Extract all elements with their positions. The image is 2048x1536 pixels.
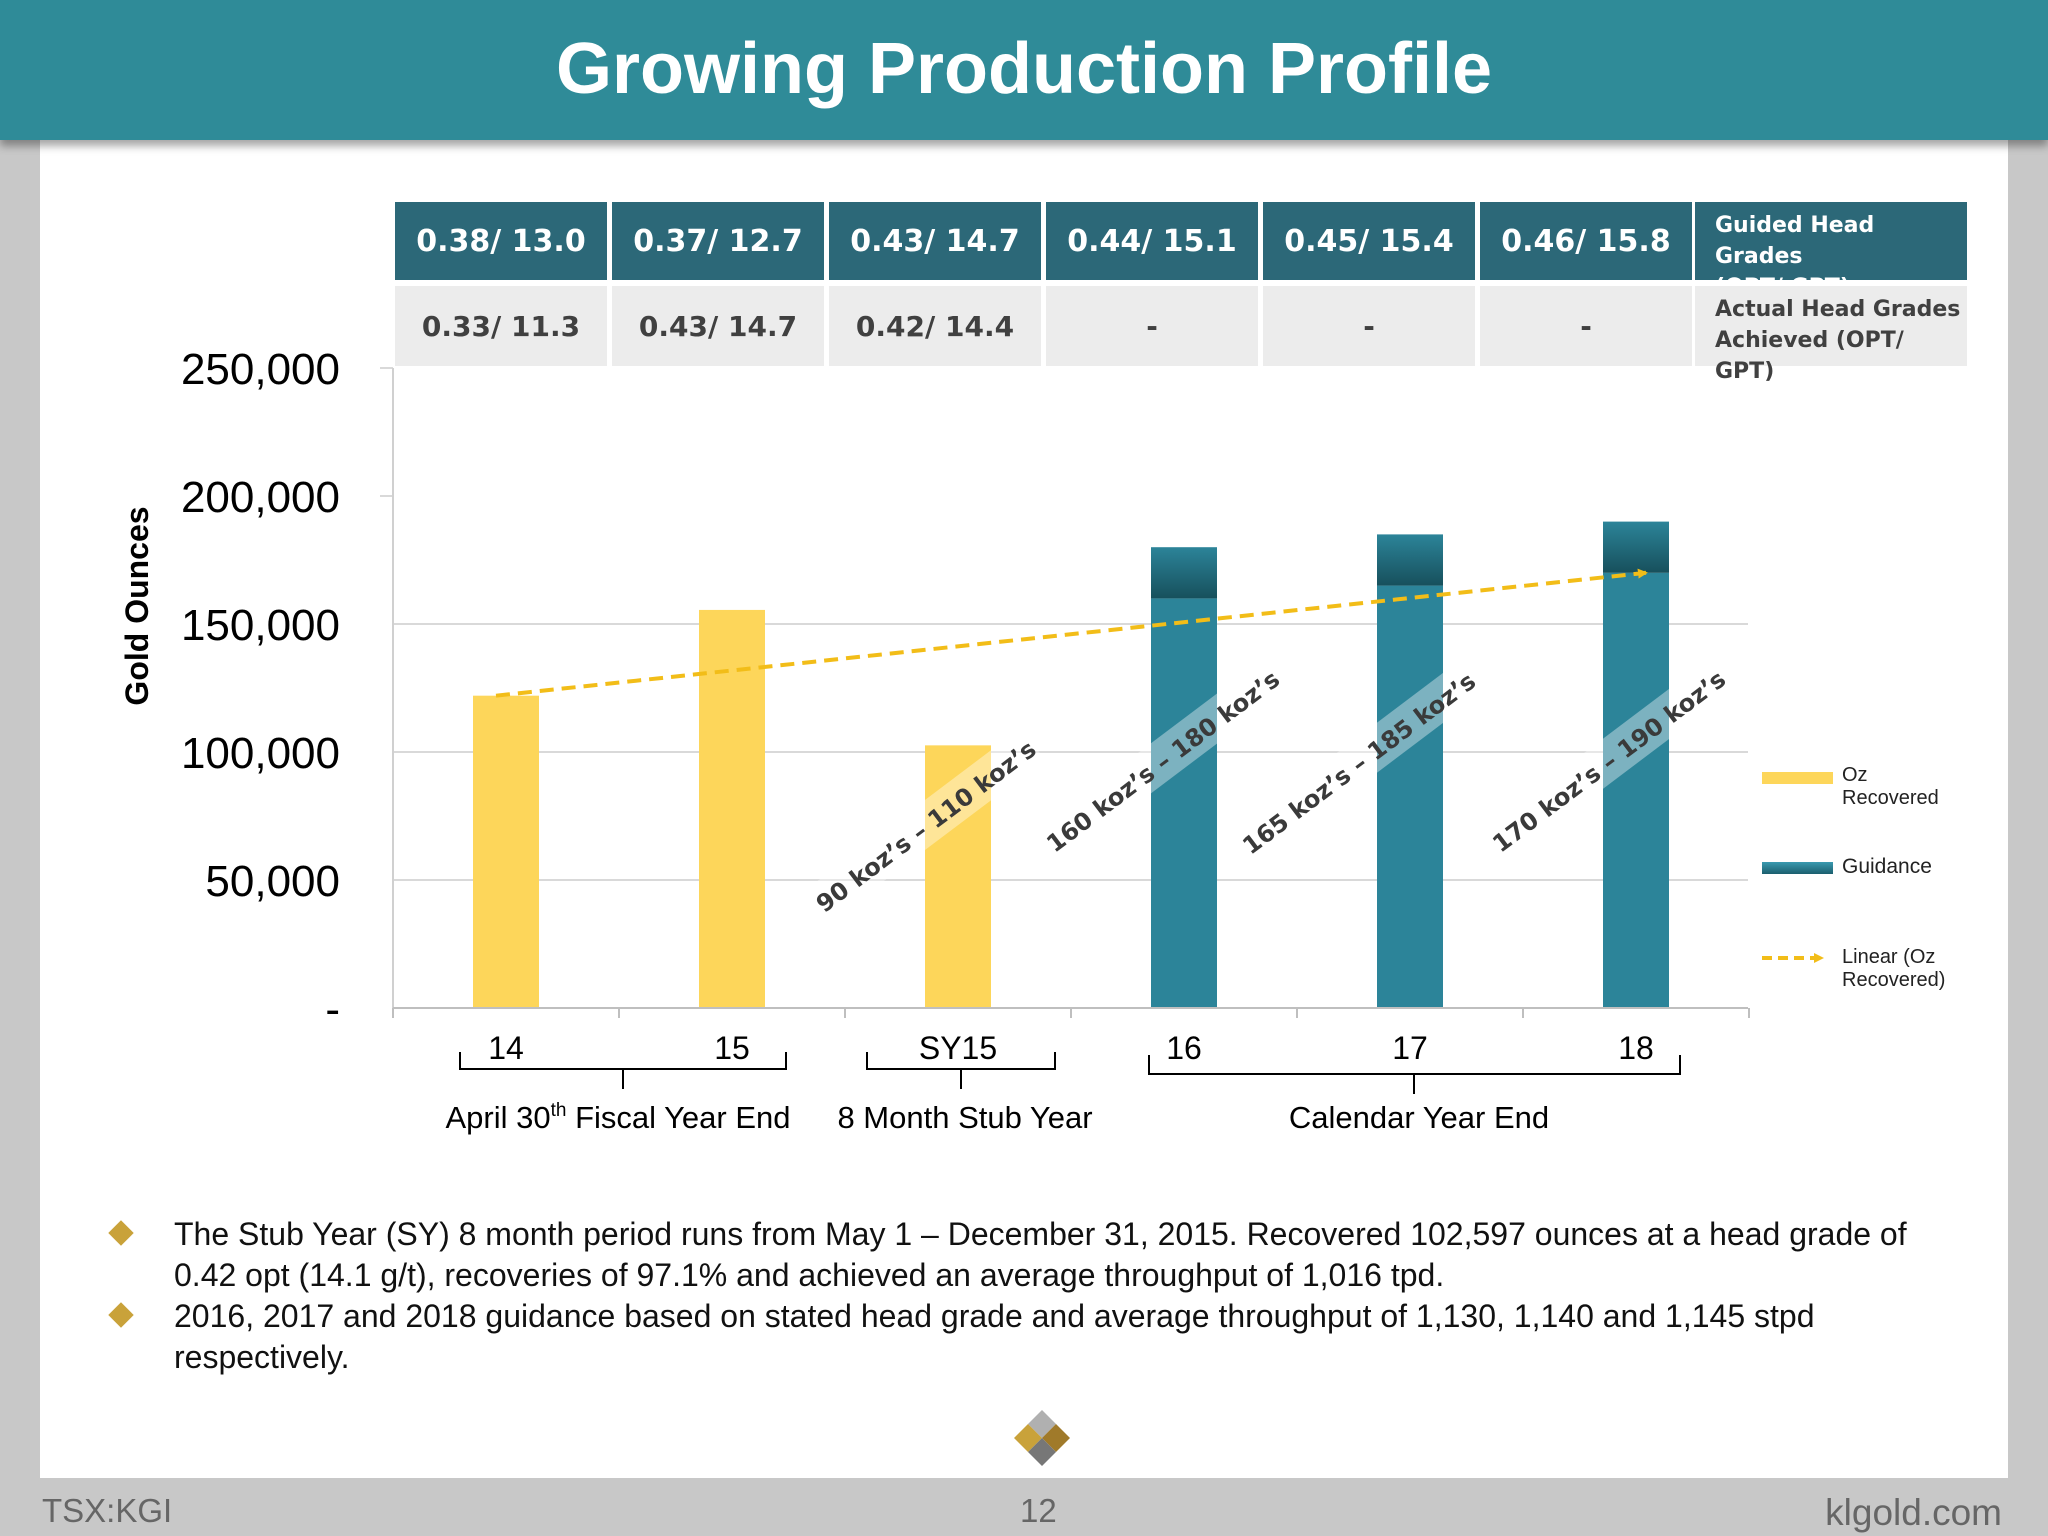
x-tick-label: 16: [1166, 1030, 1202, 1066]
x-tick-label: 18: [1618, 1030, 1654, 1066]
page-title: Growing Production Profile: [556, 29, 1492, 109]
bracket-stub: [866, 1052, 1056, 1089]
bar-guidance-base: [1377, 585, 1443, 1008]
guided-grade-cell: 0.45/ 15.4: [1263, 202, 1475, 280]
guided-grade-cell: 0.38/ 13.0: [395, 202, 607, 280]
legend-swatch-oz-recovered: [1762, 772, 1833, 784]
website-link[interactable]: klgold.com: [1825, 1492, 2002, 1533]
ticker-symbol: TSX:KGI: [42, 1492, 173, 1529]
bar-oz-recovered: [473, 695, 539, 1008]
x-tick-label: 17: [1392, 1030, 1428, 1066]
actual-grade-cell: -: [1480, 286, 1692, 366]
bracket-fiscal: [459, 1052, 787, 1089]
group-label-stub: 8 Month Stub Year: [837, 1100, 1092, 1135]
legend-guidance: Guidance: [1842, 855, 1932, 878]
actual-label-line-2: Achieved (OPT/ GPT): [1715, 328, 1904, 384]
y-tick-label: 150,000: [181, 601, 340, 650]
range-band-shade: [1018, 644, 1306, 876]
group-label-fiscal: April 30th Fiscal Year End: [446, 1100, 791, 1135]
y-tick-label: 250,000: [181, 345, 340, 394]
legend-linear: Linear (Oz Recovered): [1842, 946, 1945, 992]
page-number: 12: [1020, 1492, 1057, 1529]
guided-grade-cell: 0.37/ 12.7: [612, 202, 824, 280]
legend-oz-line-1: Oz: [1842, 764, 1868, 786]
guided-grade-cell: 0.46/ 15.8: [1480, 202, 1692, 280]
actual-grade-cell: -: [1046, 286, 1258, 366]
bar-guidance-range: [1377, 534, 1443, 586]
actual-head-grades-label: Actual Head Grades Achieved (OPT/ GPT): [1695, 286, 1967, 384]
x-tick-label: 15: [714, 1030, 750, 1066]
note-item: The Stub Year (SY) 8 month period runs f…: [108, 1214, 1970, 1296]
guided-grade-cell: 0.43/ 14.7: [829, 202, 1041, 280]
y-tick-label: 50,000: [205, 857, 340, 906]
x-tick-label: SY15: [919, 1030, 997, 1066]
y-tick-label: 200,000: [181, 473, 340, 522]
legend-linear-line-2: Recovered): [1842, 969, 1946, 991]
bar-guidance-range: [1151, 547, 1217, 599]
actual-grade-cell: 0.42/ 14.4: [829, 286, 1041, 366]
range-band-shade: [1218, 649, 1498, 875]
notes-list: The Stub Year (SY) 8 month period runs f…: [108, 1214, 1970, 1378]
guided-label-line-1: Guided Head Grades: [1715, 213, 1875, 269]
note-text: The Stub Year (SY) 8 month period runs f…: [174, 1216, 1907, 1293]
bar-guidance-range: [1603, 521, 1669, 573]
bracket-calendar: [1148, 1055, 1681, 1094]
title-bar: Growing Production Profile: [0, 0, 2048, 140]
actual-grade-cell: 0.33/ 11.3: [395, 286, 607, 366]
legend-oz-recovered: Oz Recovered: [1842, 764, 1939, 810]
actual-grade-cell: -: [1263, 286, 1475, 366]
bar-guidance-base: [1603, 572, 1669, 1008]
legend-linear-line-1: Linear (Oz: [1842, 946, 1936, 968]
bar-oz-recovered: [925, 745, 991, 1008]
company-logo-icon: [1014, 1410, 1070, 1466]
y-tick-label: -: [325, 985, 340, 1034]
y-axis-label: Gold Ounces: [119, 506, 155, 705]
actual-label-line-1: Actual Head Grades: [1715, 297, 1961, 322]
y-tick-label: 100,000: [181, 729, 340, 778]
legend-oz-line-2: Recovered: [1842, 787, 1939, 809]
note-item: 2016, 2017 and 2018 guidance based on st…: [108, 1296, 1970, 1378]
range-band-shade: [1464, 644, 1752, 876]
group-label-calendar: Calendar Year End: [1289, 1100, 1549, 1135]
range-band-shade: [805, 727, 1045, 923]
trendline: [495, 568, 1648, 698]
legend-swatch-guidance: [1762, 862, 1833, 874]
guided-grade-cell: 0.44/ 15.1: [1046, 202, 1258, 280]
actual-grade-cell: 0.43/ 14.7: [612, 286, 824, 366]
bar-oz-recovered: [699, 609, 765, 1008]
guided-head-grades-label: Guided Head Grades (OPT/ GPT): [1695, 202, 1967, 300]
bar-guidance-base: [1151, 598, 1217, 1008]
note-text: 2016, 2017 and 2018 guidance based on st…: [174, 1298, 1815, 1375]
x-tick-label: 14: [488, 1030, 524, 1066]
diamond-bullet-icon: [108, 1302, 134, 1328]
diamond-bullet-icon: [108, 1220, 134, 1246]
